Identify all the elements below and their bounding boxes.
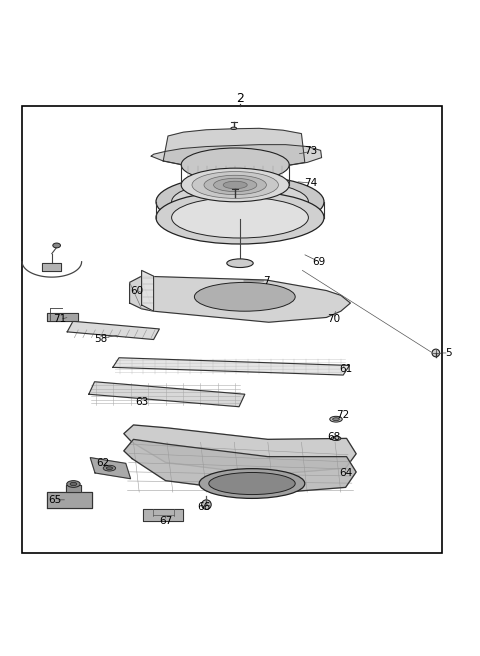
Text: 66: 66 [197,502,211,512]
Text: 5: 5 [445,348,452,358]
Ellipse shape [103,465,116,471]
Text: 64: 64 [339,468,352,478]
Text: 61: 61 [339,364,352,374]
Ellipse shape [181,148,289,182]
Text: 72: 72 [336,411,350,420]
Ellipse shape [214,178,257,192]
Polygon shape [163,129,305,169]
Text: 62: 62 [96,459,110,468]
Ellipse shape [181,168,289,202]
Ellipse shape [223,181,247,189]
Polygon shape [143,510,183,521]
Text: 63: 63 [135,398,148,407]
Text: 71: 71 [53,314,67,324]
Ellipse shape [106,466,112,470]
Polygon shape [42,263,61,272]
Ellipse shape [209,472,295,495]
Ellipse shape [227,259,253,268]
Bar [22,106,442,552]
Text: 58: 58 [94,333,108,344]
Text: 65: 65 [48,495,62,505]
Polygon shape [66,485,81,492]
Polygon shape [124,425,356,475]
Polygon shape [67,321,159,340]
Ellipse shape [231,127,237,129]
Ellipse shape [204,175,266,195]
Polygon shape [151,144,322,169]
Polygon shape [113,358,349,375]
Text: 70: 70 [327,314,340,324]
Text: 67: 67 [159,516,172,526]
Ellipse shape [70,482,77,485]
Ellipse shape [67,481,80,487]
Ellipse shape [172,197,308,238]
Text: 7: 7 [263,276,270,286]
Text: 73: 73 [304,146,318,156]
Text: 68: 68 [327,432,340,442]
Text: 69: 69 [312,256,326,267]
Ellipse shape [199,468,305,499]
Polygon shape [47,313,78,321]
Ellipse shape [156,175,324,228]
Ellipse shape [53,243,60,248]
Polygon shape [90,458,131,479]
Ellipse shape [202,500,211,510]
Polygon shape [47,492,92,508]
Ellipse shape [172,181,308,222]
Ellipse shape [194,282,295,311]
Polygon shape [124,440,356,493]
Polygon shape [130,276,350,322]
Text: 74: 74 [304,178,318,188]
Ellipse shape [156,191,324,244]
Polygon shape [89,382,245,407]
Ellipse shape [333,418,339,420]
Polygon shape [142,270,154,311]
Text: 60: 60 [130,285,144,296]
Ellipse shape [331,436,341,441]
Ellipse shape [192,172,278,198]
Ellipse shape [330,417,342,422]
Ellipse shape [432,349,440,357]
Text: 2: 2 [236,92,244,105]
